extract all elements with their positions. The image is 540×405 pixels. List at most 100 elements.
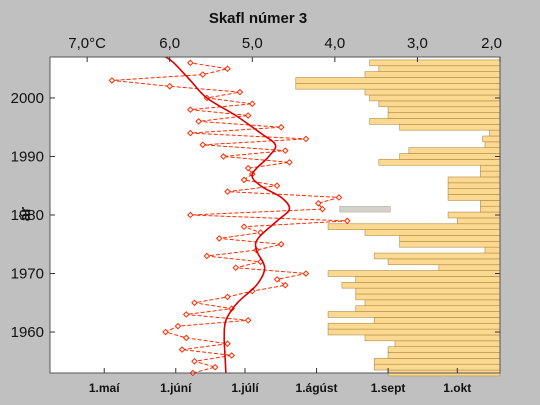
annual-temperature-point: [335, 194, 343, 201]
annual-temperature-point: [248, 100, 256, 108]
ice-bar: [355, 276, 501, 283]
ice-bar: [399, 123, 501, 131]
annual-temperature-point: [315, 199, 322, 207]
y-tick-label: 1980: [11, 207, 44, 224]
annual-temperature-point: [273, 276, 281, 283]
annual-temperature-point: [224, 293, 231, 301]
ice-bar: [355, 287, 501, 295]
ice-bar: [327, 223, 501, 230]
ice-bar: [295, 77, 501, 84]
y-tick-label: 1990: [11, 148, 44, 165]
bottom-tick-label: 1.júlí: [231, 381, 259, 395]
annual-temperature-point: [108, 77, 116, 84]
annual-temperature-point: [174, 322, 182, 330]
ice-bar: [327, 322, 501, 330]
ice-bar: [399, 241, 501, 248]
annual-temperature-point: [273, 182, 281, 190]
bottom-axis: 1.maí 1.júní 1.júlí 1.ágúst 1.sept 1.okt: [89, 368, 471, 395]
annual-temperature-point: [187, 129, 194, 137]
annual-temperature-point: [282, 147, 289, 154]
ice-bar: [387, 352, 501, 359]
ice-bar: [369, 94, 501, 102]
annual-temperature-point: [220, 153, 227, 160]
annual-temperature-point: [187, 106, 194, 113]
annual-temperature-point: [199, 141, 207, 149]
y-tick-label: 2000: [11, 90, 44, 107]
annual-temperature-point: [236, 88, 244, 96]
ice-bar: [438, 264, 501, 271]
top-tick-label: 2,0: [481, 35, 502, 52]
y-axis: 1960 1970 1980 1990 2000: [11, 90, 500, 341]
annual-temperature-point: [182, 311, 190, 318]
annual-temperature-point: [224, 340, 231, 348]
annual-temperature-point: [244, 317, 252, 324]
annual-temperature-point: [162, 328, 169, 336]
ice-bar: [369, 59, 501, 67]
annual-temperature-point: [178, 346, 186, 353]
ice-bar: [480, 200, 501, 207]
temperature-series: [108, 56, 351, 377]
ice-bar: [489, 129, 501, 137]
annual-temperature-point: [240, 223, 248, 231]
ice-bar: [295, 83, 501, 90]
y-tick-label: 1970: [11, 266, 44, 283]
annual-temperature-point: [187, 59, 194, 67]
top-tick-label: 7,0°C: [68, 35, 106, 52]
ice-bar: [447, 211, 501, 219]
ice-bar: [480, 164, 501, 172]
ice-bar: [364, 88, 501, 96]
annual-temperature-point: [277, 123, 285, 131]
annual-temperature-point: [244, 164, 252, 172]
ice-bar: [387, 112, 501, 119]
ice-bar: [457, 217, 501, 225]
ice-bar: [373, 252, 501, 260]
annual-temperature-point: [343, 217, 351, 225]
ice-bar: [387, 258, 501, 266]
ice-bar: [369, 118, 501, 125]
ice-bar: [378, 100, 501, 108]
ice-bar: [373, 363, 501, 371]
ice-bar: [364, 299, 501, 307]
annual-temperature-point: [224, 65, 231, 73]
ice-bar: [373, 317, 501, 324]
ice-bar: [408, 147, 501, 154]
smoothed-temperature-line: [165, 56, 291, 374]
annual-temperature-line: [111, 62, 348, 374]
ice-bar: [364, 229, 501, 236]
ice-bar: [394, 340, 501, 347]
chart-title: Skafl númer 3: [209, 10, 307, 27]
bottom-tick-label: 1.ágúst: [296, 381, 338, 395]
ice-bar: [355, 305, 501, 312]
annual-temperature-point: [166, 82, 174, 90]
annual-temperature-point: [191, 299, 198, 307]
annual-temperature-point: [182, 334, 190, 342]
top-tick-label: 5,0: [242, 35, 263, 52]
ice-bar: [484, 246, 501, 254]
annual-temperature-point: [203, 252, 211, 260]
ice-bar: [447, 176, 501, 184]
annual-temperature-point: [195, 118, 202, 125]
ice-bar: [482, 135, 501, 143]
bottom-tick-label: 1.okt: [443, 381, 471, 395]
ice-bar: [399, 235, 501, 242]
annual-temperature-point: [244, 112, 252, 119]
annual-temperature-point: [199, 71, 207, 78]
annual-temperature-point: [232, 264, 240, 271]
annual-temperature-point: [302, 270, 310, 277]
annual-temperature-point: [187, 211, 194, 219]
top-tick-label: 4,0: [324, 35, 345, 52]
annual-temperature-point: [240, 176, 248, 184]
marked-year-bar: [339, 205, 391, 213]
annual-temperature-point: [191, 357, 198, 365]
y-axis-label: ár: [17, 207, 34, 221]
ice-bar: [447, 194, 501, 201]
annual-temperature-point: [215, 235, 223, 242]
ice-bar: [355, 293, 501, 301]
annual-temperature-point: [282, 281, 289, 289]
ice-bar: [373, 358, 501, 365]
ice-bar: [327, 328, 501, 336]
y-tick-label: 1960: [11, 324, 44, 341]
ice-bar: [447, 182, 501, 189]
ice-bar: [378, 159, 501, 166]
